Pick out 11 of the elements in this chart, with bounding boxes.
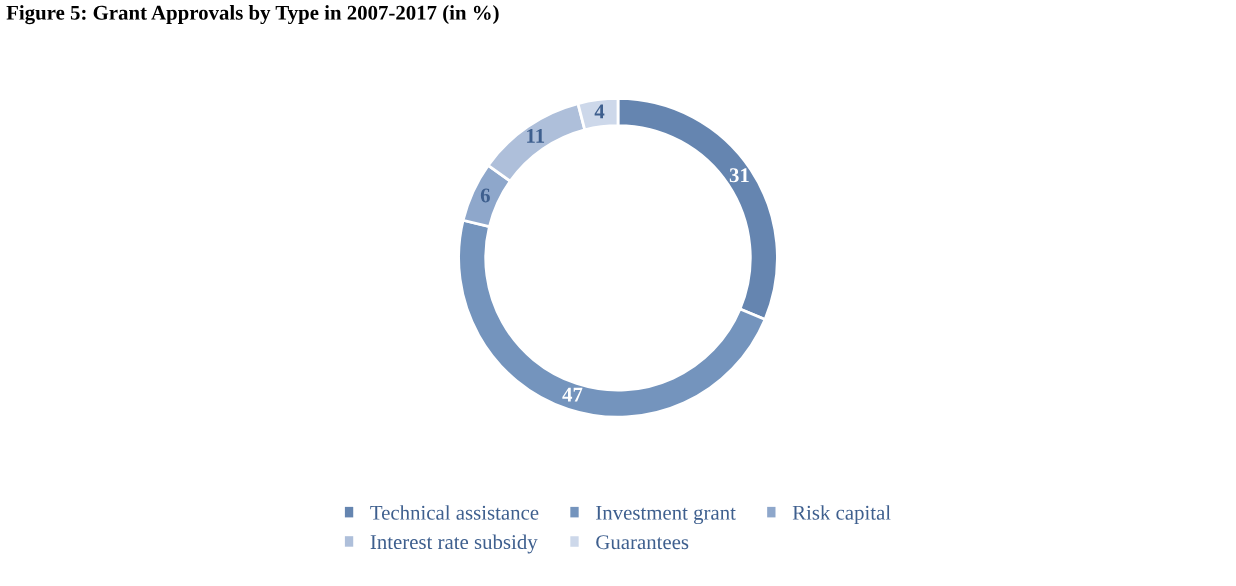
data-label: 4 [594, 104, 605, 119]
data-label: 11 [527, 128, 545, 143]
data-label: 6 [480, 188, 490, 203]
chart-title: Figure 5: Grant Approvals by Type in 2007-2017 (in %) [6, 5, 499, 25]
data-label: 31 [729, 168, 749, 183]
legend-label: Guarantees [596, 535, 689, 550]
legend-label: Risk capital [792, 505, 891, 525]
legend-label: Investment grant [596, 505, 736, 525]
data-label: 47 [562, 387, 583, 402]
legend-label: Technical assistance [370, 505, 539, 520]
legend-label: Interest rate subsidy [370, 534, 538, 554]
